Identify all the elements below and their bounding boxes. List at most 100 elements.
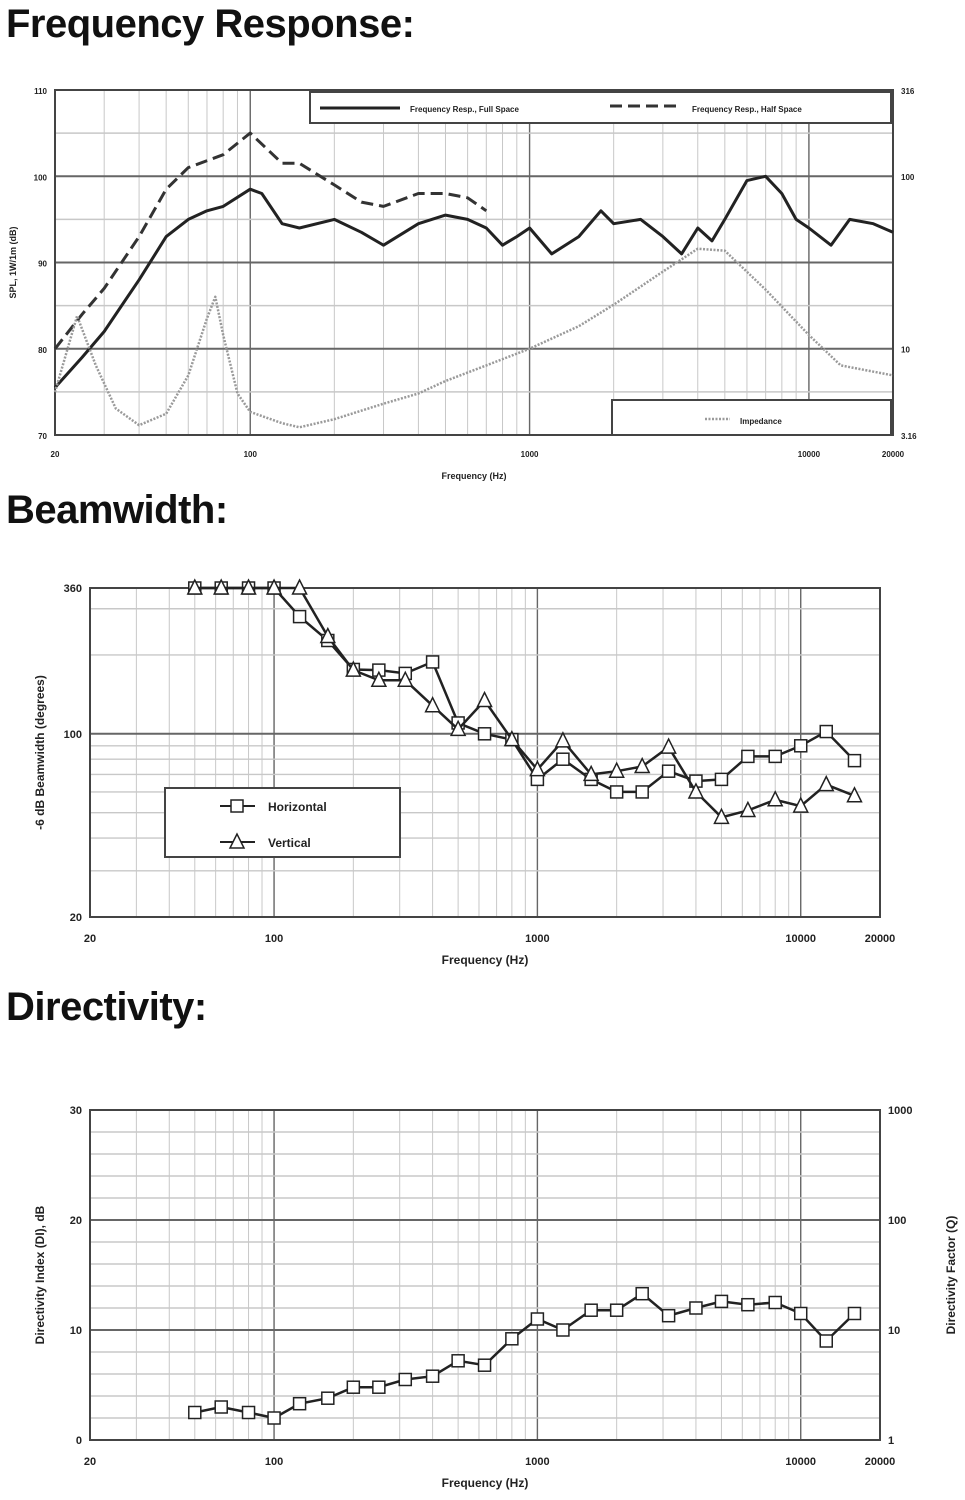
x-tick-label: 1000	[525, 1456, 549, 1468]
x-tick-label: 20	[51, 450, 60, 459]
data-point-square	[372, 1380, 386, 1394]
data-point-triangle	[265, 578, 283, 595]
y2-tick-label: 1000	[888, 1105, 912, 1117]
legend-label-vertical: Vertical	[268, 836, 311, 850]
data-point-square	[768, 1295, 782, 1310]
data-point-triangle	[476, 690, 493, 708]
plot-frame	[54, 89, 894, 436]
data-point-square	[609, 785, 624, 799]
y2-tick-label: 10	[901, 346, 910, 355]
legend-box-bottom	[611, 399, 892, 436]
section-title-beamwidth: Beamwidth:	[6, 488, 228, 532]
data-point-square	[584, 1303, 598, 1317]
plot-frame	[89, 1109, 881, 1441]
data-point-triangle	[633, 756, 651, 774]
y-tick-label: 80	[38, 346, 47, 355]
x-tick-label: 100	[265, 1456, 283, 1468]
data-point-triangle	[319, 626, 337, 644]
data-point-square	[530, 1312, 545, 1326]
y-tick-label: 110	[34, 87, 47, 96]
chart-3: 20 100 1000 10000 20000 0 10 20 30 1 10 100 1000 Freq…	[33, 1105, 958, 1490]
y-tick-label: 10	[70, 1325, 82, 1337]
data-point-square	[556, 752, 570, 766]
data-point-triangle	[529, 759, 546, 777]
chart-1: 20 100 1000 10000 20000 70 80 90 100 110 3.16 10 100…	[8, 87, 917, 481]
data-point-square	[819, 1334, 833, 1348]
data-point-square	[451, 1354, 465, 1368]
x-axis-label: Frequency (Hz)	[442, 1476, 529, 1490]
data-point-square	[346, 1380, 361, 1394]
data-point-triangle	[449, 719, 467, 737]
x-tick-label: 20000	[865, 1456, 896, 1468]
data-point-triangle	[370, 670, 388, 688]
x-tick-label: 20000	[882, 450, 905, 459]
y2-tick-label: 100	[888, 1215, 906, 1227]
y2-axis-label: Directivity Factor (Q)	[944, 1216, 958, 1335]
data-point-square	[188, 1405, 202, 1420]
data-point-triangle	[766, 790, 784, 807]
data-point-square	[556, 1323, 570, 1337]
x-tick-label: 1000	[525, 933, 549, 945]
section-title-frequency-response: Frequency Response:	[6, 2, 415, 46]
data-point-triangle	[345, 660, 362, 677]
data-point-square	[793, 739, 808, 753]
y-tick-label: 20	[70, 1215, 82, 1227]
legend-label-half-space: Frequency Resp., Half Space	[692, 105, 802, 114]
data-point-square	[425, 1369, 440, 1383]
data-point-square	[635, 785, 649, 799]
data-point-square	[741, 749, 755, 764]
data-point-triangle	[397, 670, 414, 688]
data-point-triangle	[291, 578, 308, 595]
data-point-square	[267, 1411, 281, 1425]
data-point-square	[741, 1297, 755, 1312]
x-axis-label: Frequency (Hz)	[441, 471, 506, 481]
data-point-square	[609, 1303, 624, 1317]
data-point-square	[661, 1308, 676, 1323]
data-point-triangle	[424, 696, 441, 713]
data-point-square	[793, 1306, 808, 1321]
data-point-square	[847, 1306, 862, 1321]
data-point-square	[321, 1391, 335, 1405]
y-tick-label: 30	[70, 1105, 82, 1117]
y2-tick-label: 10	[888, 1325, 900, 1337]
x-tick-label: 1000	[521, 450, 539, 459]
legend-label-full-space: Frequency Resp., Full Space	[410, 105, 519, 114]
series-line-half-space	[53, 131, 488, 350]
data-point-square	[714, 772, 729, 787]
y-tick-label: 100	[64, 729, 82, 741]
legend-triangle-marker	[228, 832, 246, 849]
data-point-triangle	[792, 796, 809, 813]
section-title-directivity: Directivity:	[6, 985, 207, 1029]
y-tick-label: 90	[38, 260, 47, 269]
y-axis-label: Directivity Index (DI), dB	[33, 1205, 47, 1344]
x-tick-label: 10000	[798, 450, 821, 459]
data-point-square	[241, 1405, 256, 1420]
legend-label-impedance: Impedance	[740, 417, 782, 426]
data-point-triangle	[213, 578, 230, 595]
y-axis-label: -6 dB Beamwidth (degrees)	[33, 675, 47, 830]
data-point-triangle	[660, 737, 677, 754]
data-point-square	[689, 1301, 703, 1315]
legend-box	[164, 787, 401, 858]
data-point-triangle	[582, 764, 600, 782]
data-point-square	[768, 749, 782, 764]
data-point-square	[292, 1396, 307, 1411]
data-point-square	[714, 1294, 729, 1309]
data-point-square	[477, 1358, 492, 1372]
data-point-triangle	[818, 774, 835, 792]
y2-tick-label: 316	[901, 87, 915, 96]
data-point-triangle	[240, 578, 257, 595]
y-axis-label: SPL, 1W/1m (dB)	[8, 226, 18, 298]
data-point-triangle	[739, 800, 757, 818]
legend-square-marker	[230, 799, 244, 813]
legend-box-top	[309, 91, 892, 124]
x-tick-label: 100	[265, 933, 283, 945]
legend-label-horizontal: Horizontal	[268, 800, 327, 814]
y2-tick-label: 3.16	[901, 432, 917, 441]
data-point-triangle	[608, 761, 625, 778]
data-point-square	[425, 655, 440, 669]
chart-2: 20 100 1000 10000 20000 20 100 360 Frequency (Hz…	[33, 578, 895, 967]
data-point-square	[214, 1400, 228, 1414]
x-tick-label: 10000	[785, 933, 816, 945]
